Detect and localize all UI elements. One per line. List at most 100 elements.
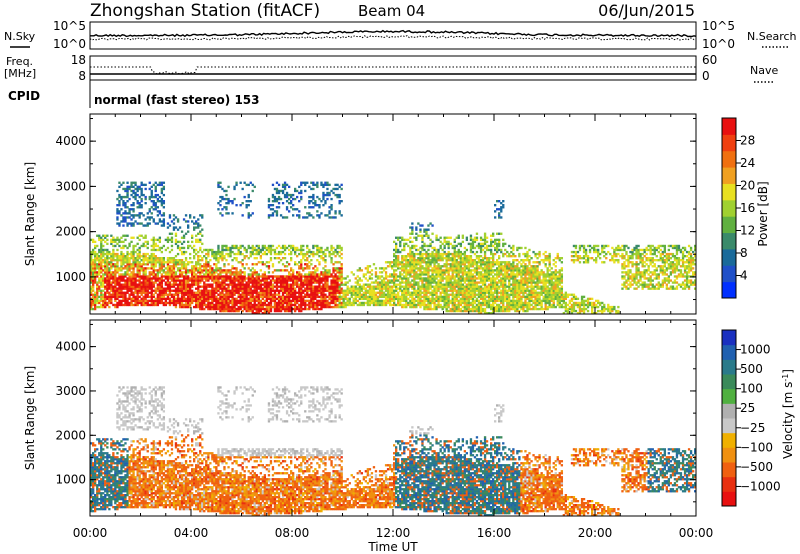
power-cell <box>136 293 139 296</box>
power-cell <box>405 297 408 301</box>
power-cell <box>170 279 174 282</box>
power-cell <box>116 210 119 213</box>
power-cell <box>132 191 135 195</box>
power-cell <box>283 309 287 313</box>
power-cell <box>140 189 143 193</box>
power-cell <box>445 261 448 264</box>
power-cell <box>338 273 341 276</box>
power-cell <box>104 279 107 282</box>
power-cell <box>362 293 366 296</box>
power-cell <box>393 265 396 268</box>
power-cell <box>172 261 176 264</box>
power-cell <box>395 242 398 246</box>
power-cell <box>419 255 422 258</box>
power-cell <box>366 299 370 303</box>
power-cell <box>435 303 438 307</box>
power-cell <box>308 248 311 252</box>
power-cell <box>152 252 155 256</box>
power-cell <box>277 252 281 256</box>
power-cell <box>314 183 317 187</box>
power-cell <box>176 293 180 296</box>
power-cell <box>152 263 155 266</box>
power-cell <box>425 252 428 256</box>
power-cell <box>118 287 121 290</box>
power-cell <box>459 261 463 264</box>
power-cell <box>255 257 258 260</box>
power-cell <box>403 257 406 260</box>
power-cell <box>144 271 147 274</box>
power-cell <box>283 279 287 282</box>
power-cell <box>90 259 93 262</box>
power-cell <box>300 195 303 199</box>
power-cell <box>411 301 414 305</box>
power-cell <box>170 261 174 264</box>
power-cell <box>261 283 265 286</box>
power-cell <box>203 275 206 278</box>
power-cell <box>154 269 157 272</box>
power-cell <box>96 263 99 266</box>
power-cell <box>330 279 333 282</box>
power-cell <box>122 267 125 270</box>
power-cell <box>116 261 119 264</box>
power-cell <box>425 230 428 233</box>
power-cell <box>288 197 291 201</box>
power-cell <box>148 267 151 270</box>
power-cell <box>166 297 170 301</box>
power-cell <box>195 261 198 264</box>
power-cell <box>275 212 279 215</box>
power-cell <box>154 273 157 276</box>
power-cell <box>116 238 119 242</box>
power-cell <box>233 301 236 305</box>
power-cell <box>471 263 475 266</box>
power-cell <box>176 287 180 290</box>
power-cell <box>447 285 450 288</box>
power-cell <box>237 309 240 313</box>
power-cell <box>342 291 345 294</box>
power-cell <box>106 250 109 254</box>
power-cell <box>128 289 131 292</box>
power-cell <box>316 301 319 305</box>
power-cell <box>100 257 103 260</box>
power-cell <box>205 271 208 274</box>
power-cell <box>259 305 263 309</box>
power-cell <box>130 287 133 290</box>
power-cell <box>118 185 121 189</box>
power-cell <box>187 277 190 280</box>
power-cell <box>136 283 139 286</box>
power-cell <box>314 297 317 301</box>
power-cell <box>239 204 242 207</box>
power-cell <box>421 291 424 294</box>
power-cell <box>180 295 184 299</box>
power-cell <box>281 289 285 292</box>
power-cell <box>247 303 250 307</box>
power-cell <box>180 246 184 250</box>
power-cell <box>168 301 172 305</box>
power-cell <box>290 275 293 278</box>
power-cell <box>269 257 273 260</box>
power-cell <box>180 289 184 292</box>
power-cell <box>471 307 475 311</box>
power-cell <box>449 265 452 268</box>
power-cell <box>320 257 323 260</box>
power-cell <box>239 307 242 311</box>
power-cell <box>435 281 438 284</box>
power-cell <box>455 279 458 282</box>
power-cell <box>203 289 206 292</box>
power-cell <box>229 250 232 254</box>
power-cell <box>374 297 378 301</box>
power-cell <box>158 291 162 294</box>
power-cell <box>132 255 135 258</box>
power-cell <box>124 212 127 215</box>
power-cell <box>443 295 446 299</box>
power-cell <box>338 301 341 305</box>
power-cell <box>300 246 303 250</box>
power-cell <box>201 307 204 311</box>
power-cell <box>249 277 252 280</box>
power-cell <box>451 285 454 288</box>
power-cell <box>114 240 117 244</box>
power-cell <box>146 259 149 262</box>
power-cell <box>395 303 398 307</box>
power-cell <box>213 255 216 258</box>
power-cell <box>104 273 107 276</box>
power-cell <box>110 299 113 303</box>
